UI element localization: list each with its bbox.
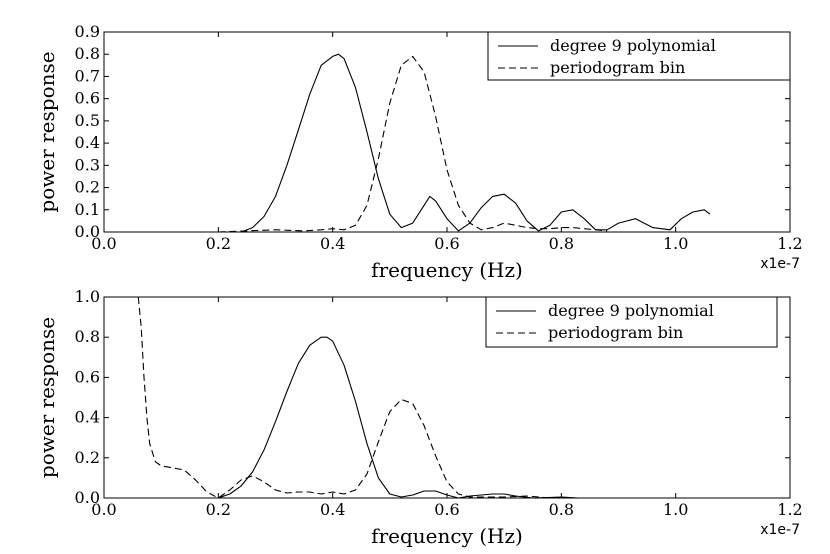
top-chart-y-axis-label: power response: [35, 51, 59, 212]
top-chart-x-tick-label: 0.6: [434, 234, 459, 253]
bottom-chart-series-periodogram: [137, 296, 550, 499]
top-chart: 0.0 0.2 0.4 0.6 0.8 1.0 1.2 0.0 0.1 0.2 0.3 0.4 0.5 0…: [35, 22, 803, 282]
top-chart-x-tick-label: 0.0: [91, 234, 116, 253]
bottom-chart-y-tick-label: 0.8: [75, 327, 100, 346]
bottom-chart-x-tick-label: 0.4: [320, 500, 345, 519]
top-chart-y-tick-label: 0.0: [75, 222, 100, 241]
bottom-chart-series: [137, 296, 579, 499]
bottom-chart-legend-label-periodogram: periodogram bin: [548, 323, 683, 342]
top-chart-x-tick-label: 1.2: [777, 234, 802, 253]
bottom-chart-ticks: 0.0 0.2 0.4 0.6 0.8 1.0 1.2 0.0 0.2 0.4 0.6 0.8 1.0: [75, 287, 803, 519]
bottom-chart-x-tick-label: 1.2: [777, 500, 802, 519]
top-chart-x-tick-label: 0.4: [320, 234, 345, 253]
top-chart-y-tick-label: 0.1: [75, 200, 100, 219]
top-chart-legend-label-polynomial: degree 9 polynomial: [550, 36, 716, 55]
top-chart-series-periodogram: [218, 55, 608, 233]
top-chart-x-axis-label: frequency (Hz): [371, 258, 523, 282]
bottom-chart-y-tick-label: 0.6: [75, 367, 100, 386]
bottom-chart-y-tick-label: 1.0: [75, 287, 100, 306]
bottom-chart-x-tick-label: 1.0: [663, 500, 688, 519]
bottom-chart-y-tick-label: 0.2: [75, 448, 100, 467]
top-chart-y-tick-label: 0.9: [75, 22, 100, 41]
top-chart-x-tick-label: 0.2: [206, 234, 231, 253]
top-chart-y-tick-label: 0.5: [75, 111, 100, 130]
top-chart-y-tick-label: 0.2: [75, 178, 100, 197]
bottom-chart-series-polynomial: [218, 336, 579, 499]
bottom-chart-y-axis-label: power response: [35, 317, 59, 478]
top-chart-series: [218, 53, 711, 233]
top-chart-y-tick-label: 0.3: [75, 155, 100, 174]
bottom-chart-x-tick-label: 0.2: [206, 500, 231, 519]
bottom-chart-x-offset-text: x1e-7: [760, 522, 800, 538]
bottom-chart-y-tick-label: 0.0: [75, 488, 100, 507]
bottom-chart-y-tick-label: 0.4: [75, 408, 100, 427]
top-chart-x-tick-label: 1.0: [663, 234, 688, 253]
top-chart-legend-box: [487, 31, 791, 81]
bottom-chart-legend: degree 9 polynomial periodogram bin: [485, 296, 778, 348]
top-chart-legend: degree 9 polynomial periodogram bin: [487, 31, 791, 81]
top-chart-x-offset-text: x1e-7: [760, 256, 800, 272]
top-chart-frame: [103, 31, 791, 233]
bottom-chart-x-tick-label: 0.8: [549, 500, 574, 519]
top-chart-series-polynomial: [241, 53, 711, 233]
top-chart-ticks: 0.0 0.2 0.4 0.6 0.8 1.0 1.2 0.0 0.1 0.2 0.3 0.4 0.5 0…: [75, 22, 803, 253]
top-chart-y-tick-label: 0.4: [75, 133, 100, 152]
top-chart-legend-label-periodogram: periodogram bin: [550, 58, 685, 77]
top-chart-y-tick-label: 0.6: [75, 89, 100, 108]
bottom-chart: 0.0 0.2 0.4 0.6 0.8 1.0 1.20.00.20.40.60.81.0 …: [35, 287, 803, 548]
bottom-chart-legend-label-polynomial: degree 9 polynomial: [548, 301, 714, 320]
bottom-chart-x-tick-label: 0.0: [91, 500, 116, 519]
bottom-chart-frame: [103, 296, 791, 499]
bottom-chart-legend-box: [485, 296, 778, 348]
top-chart-y-tick-label: 0.8: [75, 44, 100, 63]
top-chart-x-tick-label: 0.8: [549, 234, 574, 253]
bottom-chart-x-tick-label: 0.6: [434, 500, 459, 519]
bottom-chart-x-axis-label: frequency (Hz): [371, 524, 523, 548]
top-chart-y-tick-label: 0.7: [75, 66, 100, 85]
